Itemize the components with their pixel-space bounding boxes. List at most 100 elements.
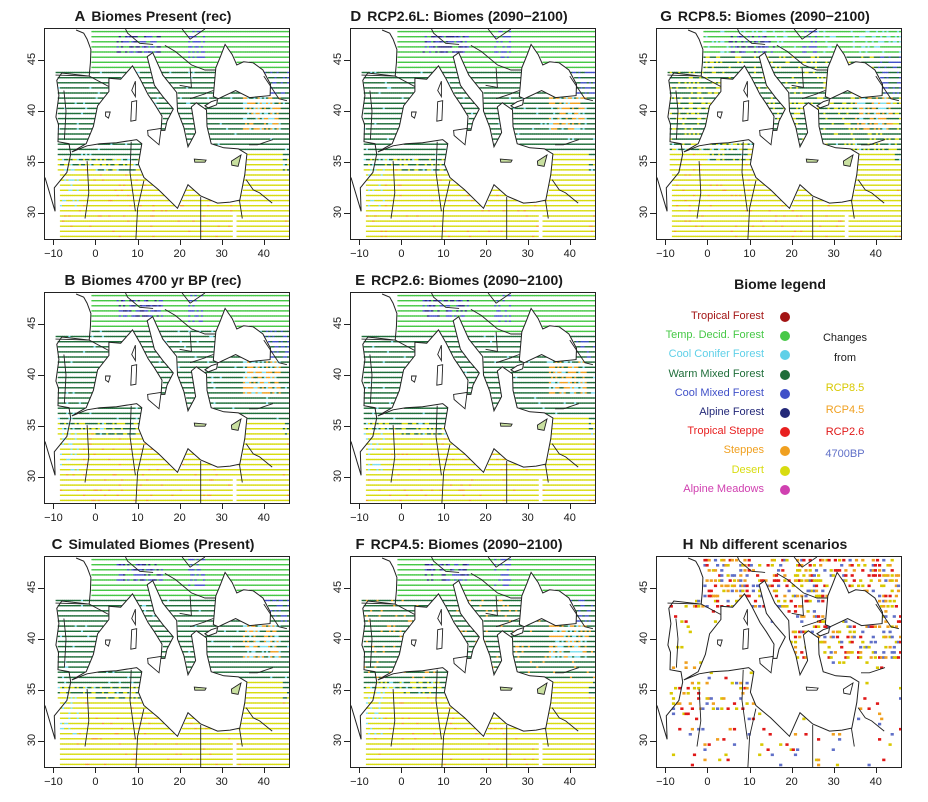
- country-border: [435, 141, 442, 212]
- x-tick-mark: [791, 767, 793, 773]
- legend-swatch: [780, 427, 790, 438]
- country-border: [245, 179, 273, 204]
- country-border: [793, 29, 818, 40]
- country-border: [544, 464, 549, 483]
- legend-label: Cool Conifer Forest: [669, 348, 764, 360]
- country-border: [441, 708, 451, 767]
- y-tick-label: 45: [332, 577, 344, 597]
- y-tick-label: 45: [332, 313, 344, 333]
- island-outline: [411, 375, 417, 383]
- island-outline: [105, 111, 111, 119]
- panel-letter: A: [75, 8, 86, 25]
- country-border: [204, 618, 214, 622]
- y-tick-label: 40: [26, 100, 38, 120]
- country-border: [569, 75, 594, 102]
- panel-letter: G: [660, 8, 672, 25]
- country-border: [238, 728, 243, 747]
- island-outline: [411, 639, 417, 647]
- x-tick-label: −10: [346, 512, 372, 524]
- map-panel-a: A Biomes Present (rec) −10 0 10 20 30 40 45 40 35…: [8, 6, 298, 271]
- country-border: [181, 293, 206, 304]
- island-outline: [453, 391, 468, 410]
- panel-letter: F: [356, 536, 365, 553]
- y-tick-mark: [344, 587, 350, 589]
- y-tick-label: 40: [638, 628, 650, 648]
- country-border: [857, 707, 885, 732]
- x-tick-mark: [359, 503, 361, 509]
- country-border: [696, 689, 702, 747]
- sea-area: [509, 362, 525, 373]
- x-tick-mark: [137, 239, 139, 245]
- x-tick-mark: [401, 503, 403, 509]
- y-tick-label: 45: [26, 577, 38, 597]
- scenario-count-map: [657, 557, 901, 767]
- atlantic-coastline: [45, 29, 92, 212]
- map-frame: [44, 556, 290, 768]
- island-outline: [147, 127, 162, 146]
- x-tick-label: −10: [652, 776, 678, 788]
- map-panel-e: E RCP2.6: Biomes (2090−2100) −10 0 10 20 30 40…: [314, 270, 604, 535]
- country-border: [369, 354, 373, 404]
- panel-title: G RCP8.5: Biomes (2090−2100): [620, 8, 910, 25]
- x-tick-mark: [95, 239, 97, 245]
- island-outline: [743, 81, 748, 99]
- panel-title: C Simulated Biomes (Present): [8, 536, 298, 553]
- changes-item: RCP4.5: [810, 404, 880, 416]
- island-outline: [130, 628, 138, 650]
- x-tick-mark: [485, 503, 487, 509]
- y-tick-label: 40: [332, 100, 344, 120]
- country-border: [470, 573, 522, 599]
- y-tick-label: 35: [26, 679, 38, 699]
- country-border: [238, 200, 243, 219]
- x-tick-mark: [749, 239, 751, 245]
- sea-area: [518, 43, 578, 100]
- legend-label: Tropical Forest: [691, 310, 764, 322]
- country-border: [816, 618, 826, 622]
- x-tick-mark: [569, 767, 571, 773]
- y-tick-mark: [38, 426, 44, 428]
- biome-map: [45, 293, 289, 503]
- country-border: [747, 708, 757, 767]
- country-border: [555, 667, 580, 674]
- x-tick-mark: [263, 767, 265, 773]
- x-tick-label: 20: [473, 248, 499, 260]
- x-tick-label: 30: [515, 248, 541, 260]
- island-outline: [717, 639, 723, 647]
- y-tick-label: 30: [332, 466, 344, 486]
- country-border: [544, 728, 549, 747]
- panel-letter: B: [65, 272, 76, 289]
- country-border: [850, 200, 855, 219]
- x-tick-mark: [443, 767, 445, 773]
- x-tick-mark: [137, 503, 139, 509]
- biome-legend: Biome legend Tropical Forest Temp. Decid.…: [640, 270, 920, 500]
- x-tick-label: 40: [557, 512, 583, 524]
- country-border: [747, 180, 757, 239]
- legend-label: Alpine Forest: [699, 406, 764, 418]
- country-border: [55, 602, 109, 615]
- country-border: [431, 293, 460, 309]
- x-tick-mark: [221, 503, 223, 509]
- biome-map: [45, 557, 289, 767]
- island-outline: [436, 628, 444, 650]
- x-tick-label: −10: [40, 776, 66, 788]
- biome-grid: [55, 294, 289, 502]
- biome-grid: [361, 30, 595, 238]
- country-border: [125, 29, 154, 45]
- x-tick-label: 10: [737, 248, 763, 260]
- country-border: [569, 603, 594, 630]
- sea-area: [203, 98, 219, 109]
- country-border: [470, 309, 522, 335]
- country-border: [495, 93, 513, 100]
- map-frame: [350, 556, 596, 768]
- country-border: [551, 707, 579, 732]
- country-border: [487, 557, 512, 568]
- country-border: [189, 621, 207, 628]
- panel-title-text: RCP2.6L: Biomes (2090−2100): [367, 8, 567, 24]
- panel-title: D RCP2.6L: Biomes (2090−2100): [314, 8, 604, 25]
- map-frame: [350, 292, 596, 504]
- country-border: [125, 293, 154, 309]
- country-border: [485, 67, 498, 88]
- island-outline: [536, 154, 548, 167]
- x-tick-mark: [179, 767, 181, 773]
- atlantic-coastline: [351, 29, 398, 212]
